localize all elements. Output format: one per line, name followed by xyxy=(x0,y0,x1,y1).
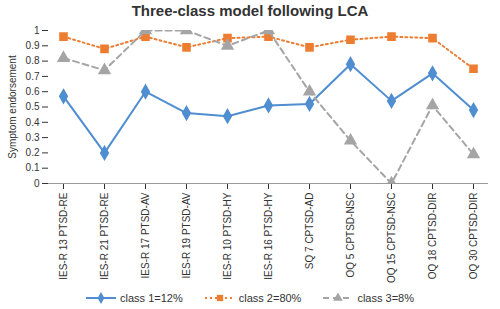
svg-text:0.2: 0.2 xyxy=(26,147,40,158)
svg-text:IES-R 16 PTSD-HY: IES-R 16 PTSD-HY xyxy=(263,192,274,280)
svg-text:IES-R 13 PTSD-RE: IES-R 13 PTSD-RE xyxy=(58,192,69,280)
svg-text:0.4: 0.4 xyxy=(26,117,40,128)
svg-text:0: 0 xyxy=(34,178,40,189)
svg-text:IES-R 21 PTSD-RE: IES-R 21 PTSD-RE xyxy=(99,192,110,280)
svg-text:OQ 18 CPTSD-DIR: OQ 18 CPTSD-DIR xyxy=(427,193,438,280)
svg-text:0.5: 0.5 xyxy=(26,101,40,112)
svg-text:0.8: 0.8 xyxy=(26,55,40,66)
svg-text:0.9: 0.9 xyxy=(26,40,40,51)
svg-text:1: 1 xyxy=(34,25,40,36)
html-text:Three-class model following LC: Three-class model following LCA xyxy=(131,2,369,19)
svg-text:0.3: 0.3 xyxy=(26,132,40,143)
svg-text:SQ 7 CPTSD-AD: SQ 7 CPTSD-AD xyxy=(304,193,315,270)
svg-text:Symptom endorsement: Symptom endorsement xyxy=(7,55,18,159)
svg-text:OQ 5 CPTSD-NSC: OQ 5 CPTSD-NSC xyxy=(345,193,356,278)
svg-text:IES-R 19 PTSD-AV: IES-R 19 PTSD-AV xyxy=(181,192,192,278)
svg-text:IES-R 17 PTSD-AV: IES-R 17 PTSD-AV xyxy=(140,192,151,278)
svg-text:0.7: 0.7 xyxy=(26,71,40,82)
svg-text:OQ 15 CPTSD-NSC: OQ 15 CPTSD-NSC xyxy=(386,193,397,284)
svg-text:0.1: 0.1 xyxy=(26,162,40,173)
svg-text:0.6: 0.6 xyxy=(26,86,40,97)
html-text:class 2=80%: class 2=80% xyxy=(238,292,302,304)
html-text:class 1=12%: class 1=12% xyxy=(120,292,183,304)
svg-text:IES-R 10 PTSD-HY: IES-R 10 PTSD-HY xyxy=(222,192,233,280)
svg-text:OQ 30 CPTSD-DIR: OQ 30 CPTSD-DIR xyxy=(468,193,479,280)
html-text:class 3=8%: class 3=8% xyxy=(357,292,414,304)
